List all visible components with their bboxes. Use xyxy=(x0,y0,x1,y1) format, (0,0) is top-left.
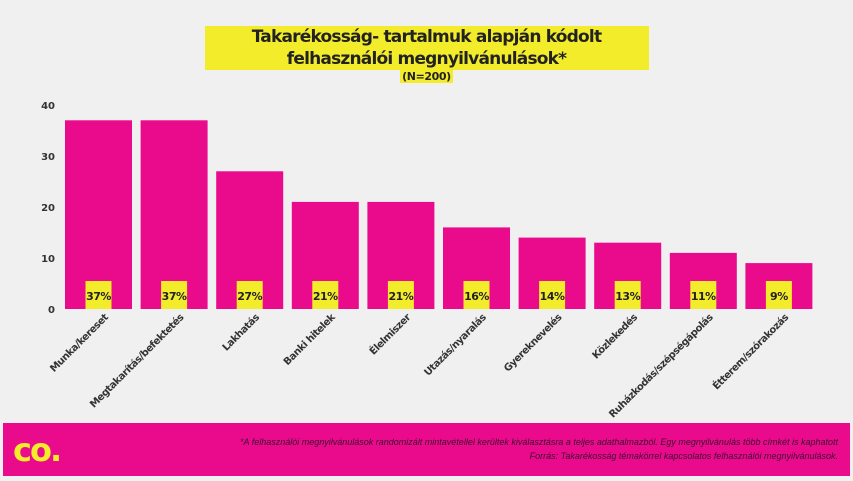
brand-logo: co. xyxy=(13,431,62,469)
x-tick-label: Közlekedés xyxy=(590,311,640,361)
chart-title-block: Takarékosság- tartalmuk alapján kódolt f… xyxy=(0,26,853,84)
x-tick-label: Étterem/szórakozás xyxy=(710,311,792,393)
data-label-bg xyxy=(161,281,188,309)
data-label: 27% xyxy=(237,290,262,303)
bar xyxy=(140,120,208,309)
y-tick-label: 10 xyxy=(41,254,55,265)
x-tick-label: Gyereknevelés xyxy=(501,311,564,374)
data-label: 9% xyxy=(770,290,788,303)
data-label: 14% xyxy=(540,290,565,303)
data-label: 16% xyxy=(464,290,489,303)
data-label: 11% xyxy=(691,290,716,303)
data-label: 37% xyxy=(162,290,187,303)
data-label-bg xyxy=(387,281,414,309)
data-label-bg xyxy=(765,281,792,309)
y-tick-label: 20 xyxy=(41,203,55,214)
data-label: 13% xyxy=(615,290,640,303)
data-label-bg xyxy=(614,281,641,309)
source-note: Forrás: Takarékosság témakörrel kapcsola… xyxy=(529,451,838,461)
y-tick-label: 30 xyxy=(41,152,55,163)
x-tick-label: Lakhatás xyxy=(220,311,262,353)
footnote: *A felhasználói megnyilvánulások randomi… xyxy=(240,437,838,447)
x-tick-label: Munka/kereset xyxy=(48,312,111,375)
bar xyxy=(65,120,132,309)
bar-chart: 01020304037%Munka/kereset37%Megtakarítás… xyxy=(41,101,813,420)
data-label-bg xyxy=(539,281,566,309)
data-label-bg xyxy=(690,281,717,309)
y-tick-label: 40 xyxy=(41,101,55,112)
footer: co. *A felhasználói megnyilvánulások ran… xyxy=(3,423,850,476)
data-label-bg xyxy=(463,281,490,309)
data-label: 37% xyxy=(86,290,111,303)
data-label-bg xyxy=(312,281,339,309)
data-label: 21% xyxy=(313,290,338,303)
data-label-bg xyxy=(85,281,112,309)
chart-title: Takarékosság- tartalmuk alapján kódolt f… xyxy=(204,26,649,70)
chart-subtitle: (N=200) xyxy=(400,70,453,83)
data-label: 21% xyxy=(388,290,413,303)
x-tick-label: Utazás/nyaralás xyxy=(422,311,489,378)
x-tick-label: Banki hitelek xyxy=(282,312,338,368)
data-label-bg xyxy=(236,281,263,309)
x-tick-label: Élelmiszer xyxy=(366,311,413,358)
y-tick-label: 0 xyxy=(48,305,55,316)
